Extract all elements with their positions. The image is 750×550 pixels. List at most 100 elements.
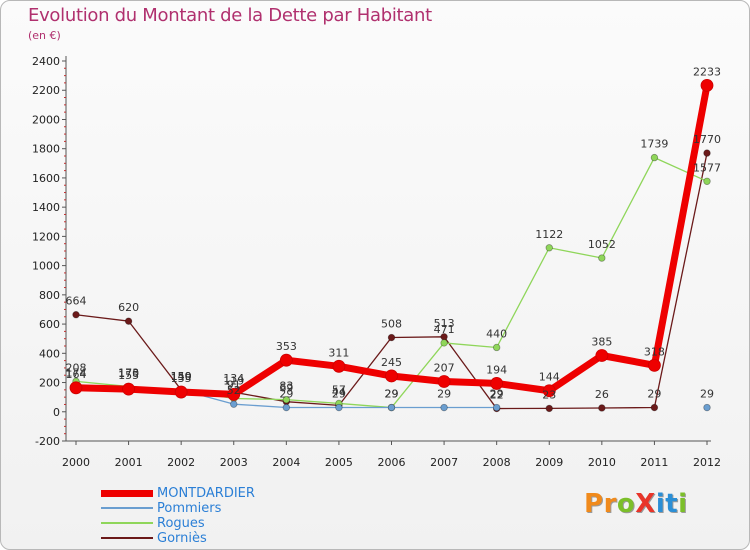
y-tick-label: -200 <box>35 435 60 448</box>
x-tick-label: 2011 <box>640 456 668 469</box>
data-point <box>335 403 343 412</box>
data-label: 144 <box>539 371 560 384</box>
data-label: 134 <box>223 372 244 385</box>
x-tick-label: 2010 <box>588 456 616 469</box>
y-tick-label: 1800 <box>32 143 60 156</box>
y-tick-label: 2000 <box>32 113 60 126</box>
data-point <box>227 387 241 401</box>
data-label: 91 <box>227 378 241 391</box>
data-point <box>545 404 553 413</box>
data-point <box>595 349 609 362</box>
data-point <box>703 149 711 157</box>
legend-swatch <box>101 522 153 524</box>
y-tick-label: 800 <box>39 289 60 302</box>
data-label: 353 <box>276 340 297 353</box>
y-tick-label: 1400 <box>32 201 60 214</box>
data-label: 69 <box>279 382 293 395</box>
data-point <box>122 382 135 396</box>
x-tick-label: 2000 <box>62 456 90 469</box>
y-tick-label: 600 <box>39 318 60 331</box>
data-point <box>542 384 556 398</box>
data-point <box>440 339 448 347</box>
data-point <box>598 254 606 262</box>
data-label: 664 <box>66 295 87 308</box>
data-point <box>545 244 553 252</box>
chart-title: Evolution du Montant de la Dette par Hab… <box>28 5 432 26</box>
data-label: 29 <box>279 388 293 401</box>
chart-subtitle: (en €) <box>28 29 61 42</box>
data-label: 44 <box>332 385 346 398</box>
y-tick-label: 1200 <box>32 230 60 243</box>
data-point <box>492 343 501 352</box>
data-label: 1739 <box>640 138 668 151</box>
x-tick-label: 2006 <box>378 456 406 469</box>
data-label: 385 <box>591 336 612 349</box>
data-label: 508 <box>381 318 402 331</box>
data-label: 22 <box>490 389 504 402</box>
data-label: 164 <box>66 368 87 381</box>
data-point <box>282 395 291 404</box>
data-label: 29 <box>700 388 714 401</box>
data-label: 1052 <box>588 238 616 251</box>
data-point <box>437 375 451 388</box>
legend-swatch <box>101 537 153 539</box>
data-label: 29 <box>385 388 399 401</box>
x-tick-label: 2003 <box>220 456 248 469</box>
data-label: 149 <box>171 370 192 383</box>
data-point <box>174 385 188 399</box>
data-label: 208 <box>66 361 87 374</box>
x-tick-label: 2012 <box>693 456 721 469</box>
data-point <box>385 369 398 383</box>
data-label: 119 <box>223 374 244 387</box>
x-tick-label: 2008 <box>483 456 511 469</box>
data-point <box>230 400 238 408</box>
data-label: 513 <box>434 317 455 330</box>
y-tick-label: 1000 <box>32 260 60 273</box>
legend-label: Gorniès <box>157 531 207 546</box>
data-label: 245 <box>381 356 402 369</box>
data-point <box>648 358 661 372</box>
data-label: 29 <box>490 388 504 401</box>
data-point <box>703 403 711 412</box>
y-tick-label: 200 <box>39 377 60 390</box>
legend-label: Rogues <box>157 516 205 531</box>
data-label: 83 <box>279 380 293 393</box>
data-point <box>650 403 659 412</box>
data-label: 29 <box>437 388 451 401</box>
data-label: 194 <box>486 363 507 376</box>
data-point <box>332 359 346 373</box>
proxiti-logo: ProXiti <box>584 489 688 519</box>
data-label: 1122 <box>535 228 563 241</box>
data-label: 2233 <box>693 65 721 78</box>
legend-swatch <box>101 489 153 497</box>
data-label: 207 <box>434 362 455 375</box>
y-tick-label: 400 <box>39 347 60 360</box>
data-point <box>69 381 83 395</box>
data-point <box>703 177 711 185</box>
legend-swatch <box>101 507 153 509</box>
data-label: 150 <box>171 370 192 383</box>
data-label: 620 <box>118 301 139 314</box>
data-point <box>492 403 501 412</box>
data-label: 29 <box>385 388 399 401</box>
data-point <box>598 404 606 412</box>
data-point <box>279 353 293 367</box>
data-label: 23 <box>542 388 556 401</box>
data-label: 440 <box>486 327 507 340</box>
data-label: 52 <box>227 384 241 397</box>
x-tick-label: 2005 <box>325 456 353 469</box>
data-label: 29 <box>647 388 661 401</box>
data-point <box>72 311 80 319</box>
y-tick-label: 0 <box>53 406 60 419</box>
data-label: 57 <box>332 383 346 396</box>
data-point <box>490 377 504 390</box>
data-point <box>650 153 659 162</box>
data-label: 173 <box>118 366 139 379</box>
data-label: 135 <box>171 372 192 385</box>
data-label: 1770 <box>693 133 721 146</box>
data-point <box>387 403 396 412</box>
data-point <box>124 317 133 325</box>
y-tick-label: 2200 <box>32 84 60 97</box>
